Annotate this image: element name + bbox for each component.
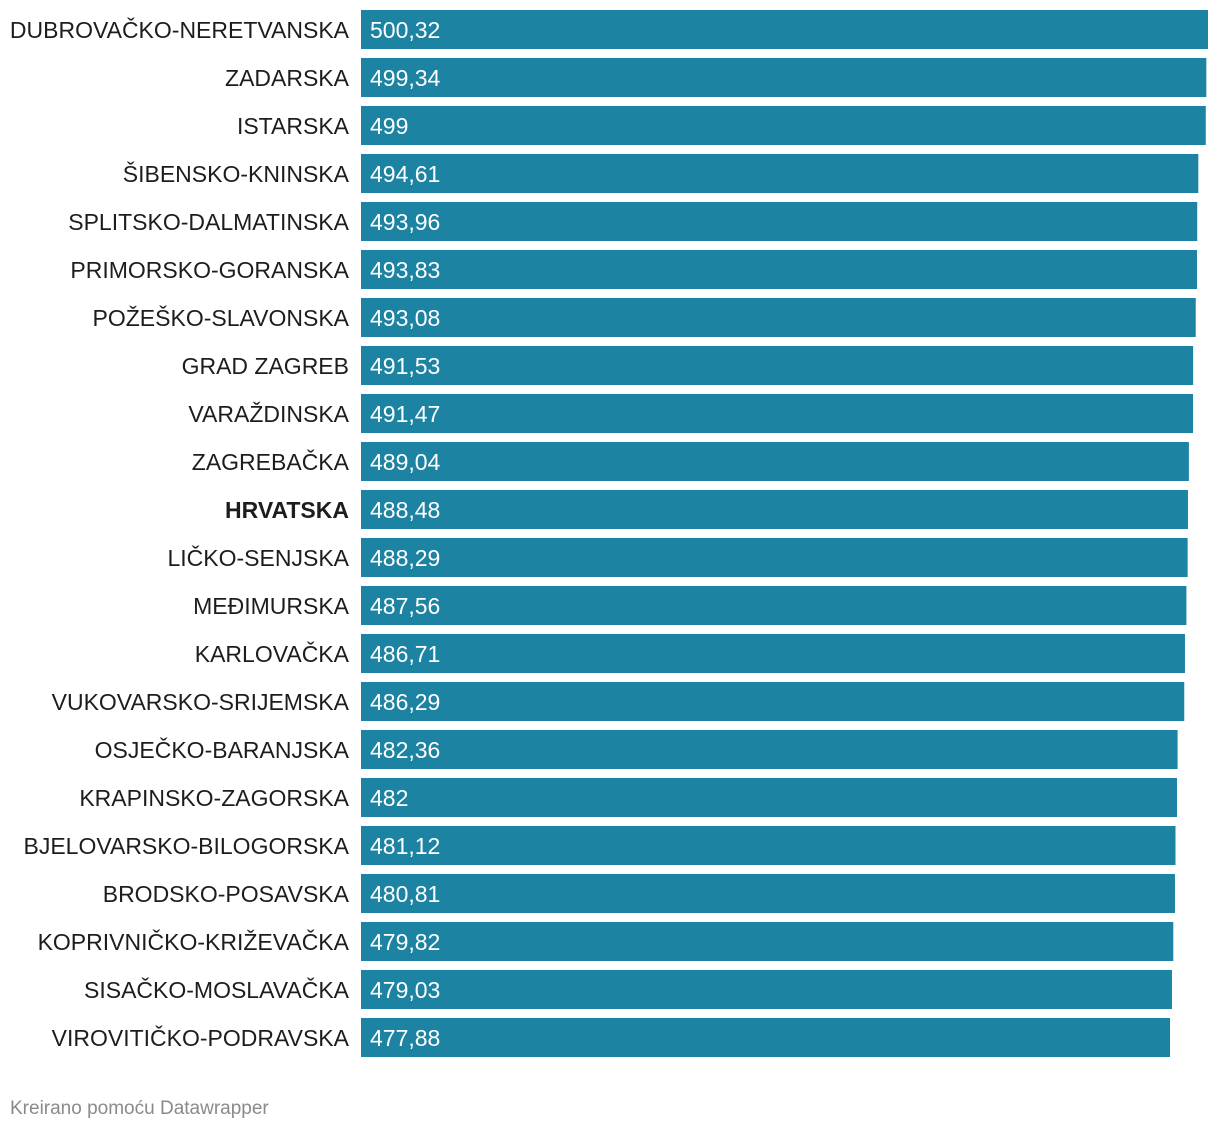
value-label: 488,29: [370, 545, 440, 571]
value-label: 499: [370, 113, 408, 139]
value-label: 500,32: [370, 17, 440, 43]
category-label: MEĐIMURSKA: [193, 593, 350, 619]
value-label: 479,03: [370, 977, 440, 1003]
value-label: 477,88: [370, 1025, 440, 1051]
category-label: KARLOVAČKA: [195, 640, 350, 667]
value-label: 491,53: [370, 353, 440, 379]
category-label: SISAČKO-MOSLAVAČKA: [84, 976, 350, 1003]
bar: [361, 730, 1178, 769]
category-label: POŽEŠKO-SLAVONSKA: [93, 304, 350, 331]
category-label: ZADARSKA: [225, 65, 350, 91]
bar: [361, 634, 1185, 673]
bar: [361, 298, 1196, 337]
value-label: 493,96: [370, 209, 440, 235]
bar: [361, 826, 1176, 865]
bar: [361, 250, 1198, 289]
category-label: VARAŽDINSKA: [188, 401, 349, 427]
bar: [361, 970, 1172, 1009]
category-label: DUBROVAČKO-NERETVANSKA: [10, 16, 350, 43]
bar: [361, 874, 1175, 913]
category-label: HRVATSKA: [225, 497, 349, 523]
category-label: BJELOVARSKO-BILOGORSKA: [23, 833, 349, 859]
category-label: KOPRIVNIČKO-KRIŽEVAČKA: [38, 928, 350, 955]
bar: [361, 778, 1177, 817]
bar: [361, 682, 1185, 721]
value-label: 487,56: [370, 593, 440, 619]
category-label: ISTARSKA: [237, 113, 350, 139]
category-label: BRODSKO-POSAVSKA: [103, 881, 350, 907]
category-label: ZAGREBAČKA: [192, 448, 350, 475]
bar: [361, 154, 1199, 193]
category-label: VUKOVARSKO-SRIJEMSKA: [52, 689, 350, 715]
value-label: 499,34: [370, 65, 441, 91]
value-label: 489,04: [370, 449, 441, 475]
bar: [361, 394, 1194, 433]
category-label: GRAD ZAGREB: [182, 353, 349, 379]
value-label: 493,83: [370, 257, 440, 283]
value-label: 482,36: [370, 737, 440, 763]
value-label: 488,48: [370, 497, 440, 523]
value-label: 491,47: [370, 401, 440, 427]
category-label: PRIMORSKO-GORANSKA: [70, 257, 349, 283]
value-label: 480,81: [370, 881, 440, 907]
category-label: OSJEČKO-BARANJSKA: [95, 736, 350, 763]
bar: [361, 58, 1207, 97]
bar: [361, 442, 1189, 481]
bar: [361, 202, 1198, 241]
bar: [361, 106, 1206, 145]
value-label: 493,08: [370, 305, 440, 331]
category-label: KRAPINSKO-ZAGORSKA: [79, 785, 349, 811]
value-label: 486,71: [370, 641, 440, 667]
bar: [361, 922, 1174, 961]
value-label: 479,82: [370, 929, 440, 955]
value-label: 494,61: [370, 161, 440, 187]
bar: [361, 10, 1208, 49]
category-label: LIČKO-SENJSKA: [168, 544, 350, 571]
value-label: 482: [370, 785, 408, 811]
footer-credit: Kreirano pomoću Datawrapper: [10, 1098, 269, 1119]
value-label: 481,12: [370, 833, 440, 859]
bar-chart: DUBROVAČKO-NERETVANSKA 500,32 ZADARSKA 499,…: [10, 10, 1208, 1057]
category-label: ŠIBENSKO-KNINSKA: [123, 160, 350, 187]
bar: [361, 538, 1188, 577]
bar: [361, 346, 1194, 385]
bar: [361, 490, 1188, 529]
value-label: 486,29: [370, 689, 440, 715]
bar: [361, 1018, 1171, 1057]
category-label: SPLITSKO-DALMATINSKA: [68, 209, 349, 235]
bar: [361, 586, 1187, 625]
category-label: VIROVITIČKO-PODRAVSKA: [52, 1024, 350, 1051]
